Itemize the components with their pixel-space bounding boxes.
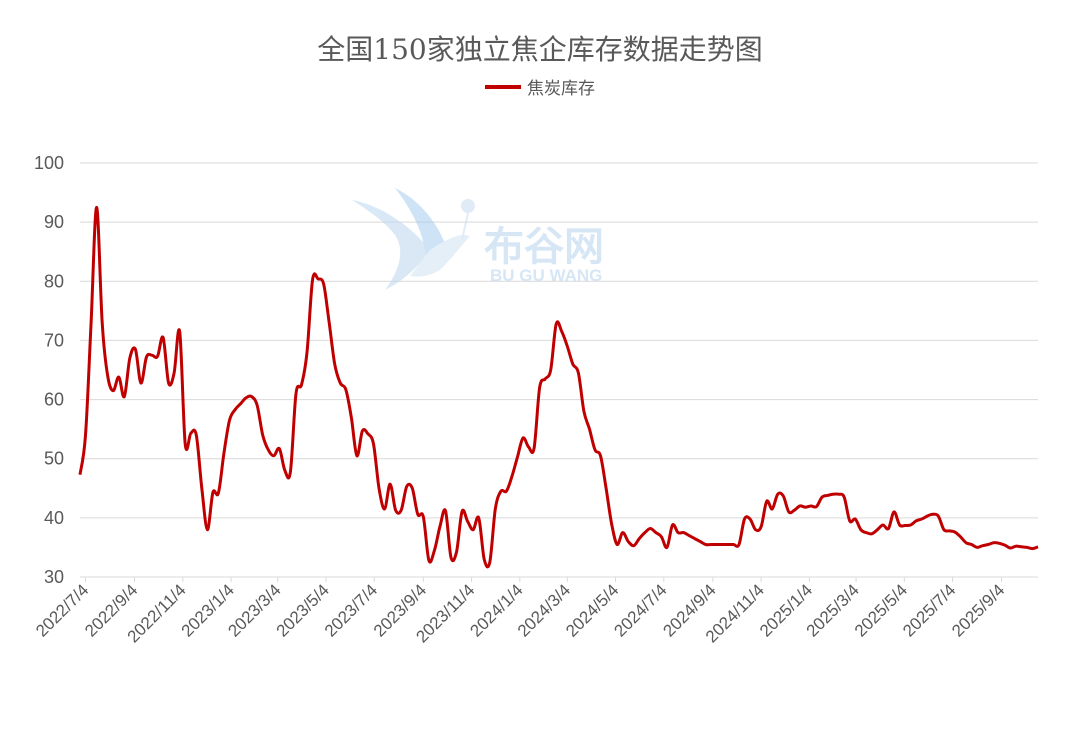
y-tick-label: 50 [44,449,64,469]
x-tick-label: 2025/7/4 [899,580,959,640]
x-tick-label: 2025/9/4 [948,580,1008,640]
y-tick-label: 30 [44,567,64,587]
legend-swatch [485,84,521,89]
x-axis: 2022/7/42022/9/42022/11/42023/1/42023/3/… [32,577,1008,646]
x-tick-label: 2023/7/4 [321,580,381,640]
y-tick-label: 90 [44,212,64,232]
x-tick-label: 2024/5/4 [562,580,622,640]
x-tick-label: 2024/7/4 [610,580,670,640]
series-line-coke-inventory [78,205,1039,569]
y-tick-label: 70 [44,330,64,350]
chart-title: 全国150家独立焦企库存数据走势图 [317,33,763,66]
x-tick-label: 2024/3/4 [514,580,574,640]
y-axis: 30 40 50 60 70 80 90 100 [34,153,64,587]
x-tick-label: 2025/5/4 [851,580,911,640]
watermark-brand-cn: 布谷网 [484,225,604,269]
grid [80,162,1038,578]
x-tick-label: 2022/7/4 [32,580,92,640]
y-tick-label: 40 [44,508,64,528]
series [78,205,1039,569]
legend-label: 焦炭库存 [527,79,595,99]
y-tick-label: 80 [44,271,64,291]
x-tick-label: 2023/5/4 [273,580,333,640]
watermark-brand-en: BU GU WANG [490,266,602,285]
y-tick-label: 60 [44,390,64,410]
y-tick-label: 100 [34,153,64,173]
bird-logo [352,188,475,290]
legend: 焦炭库存 [0,74,1080,99]
watermark: 布谷网 BU GU WANG [352,188,604,290]
